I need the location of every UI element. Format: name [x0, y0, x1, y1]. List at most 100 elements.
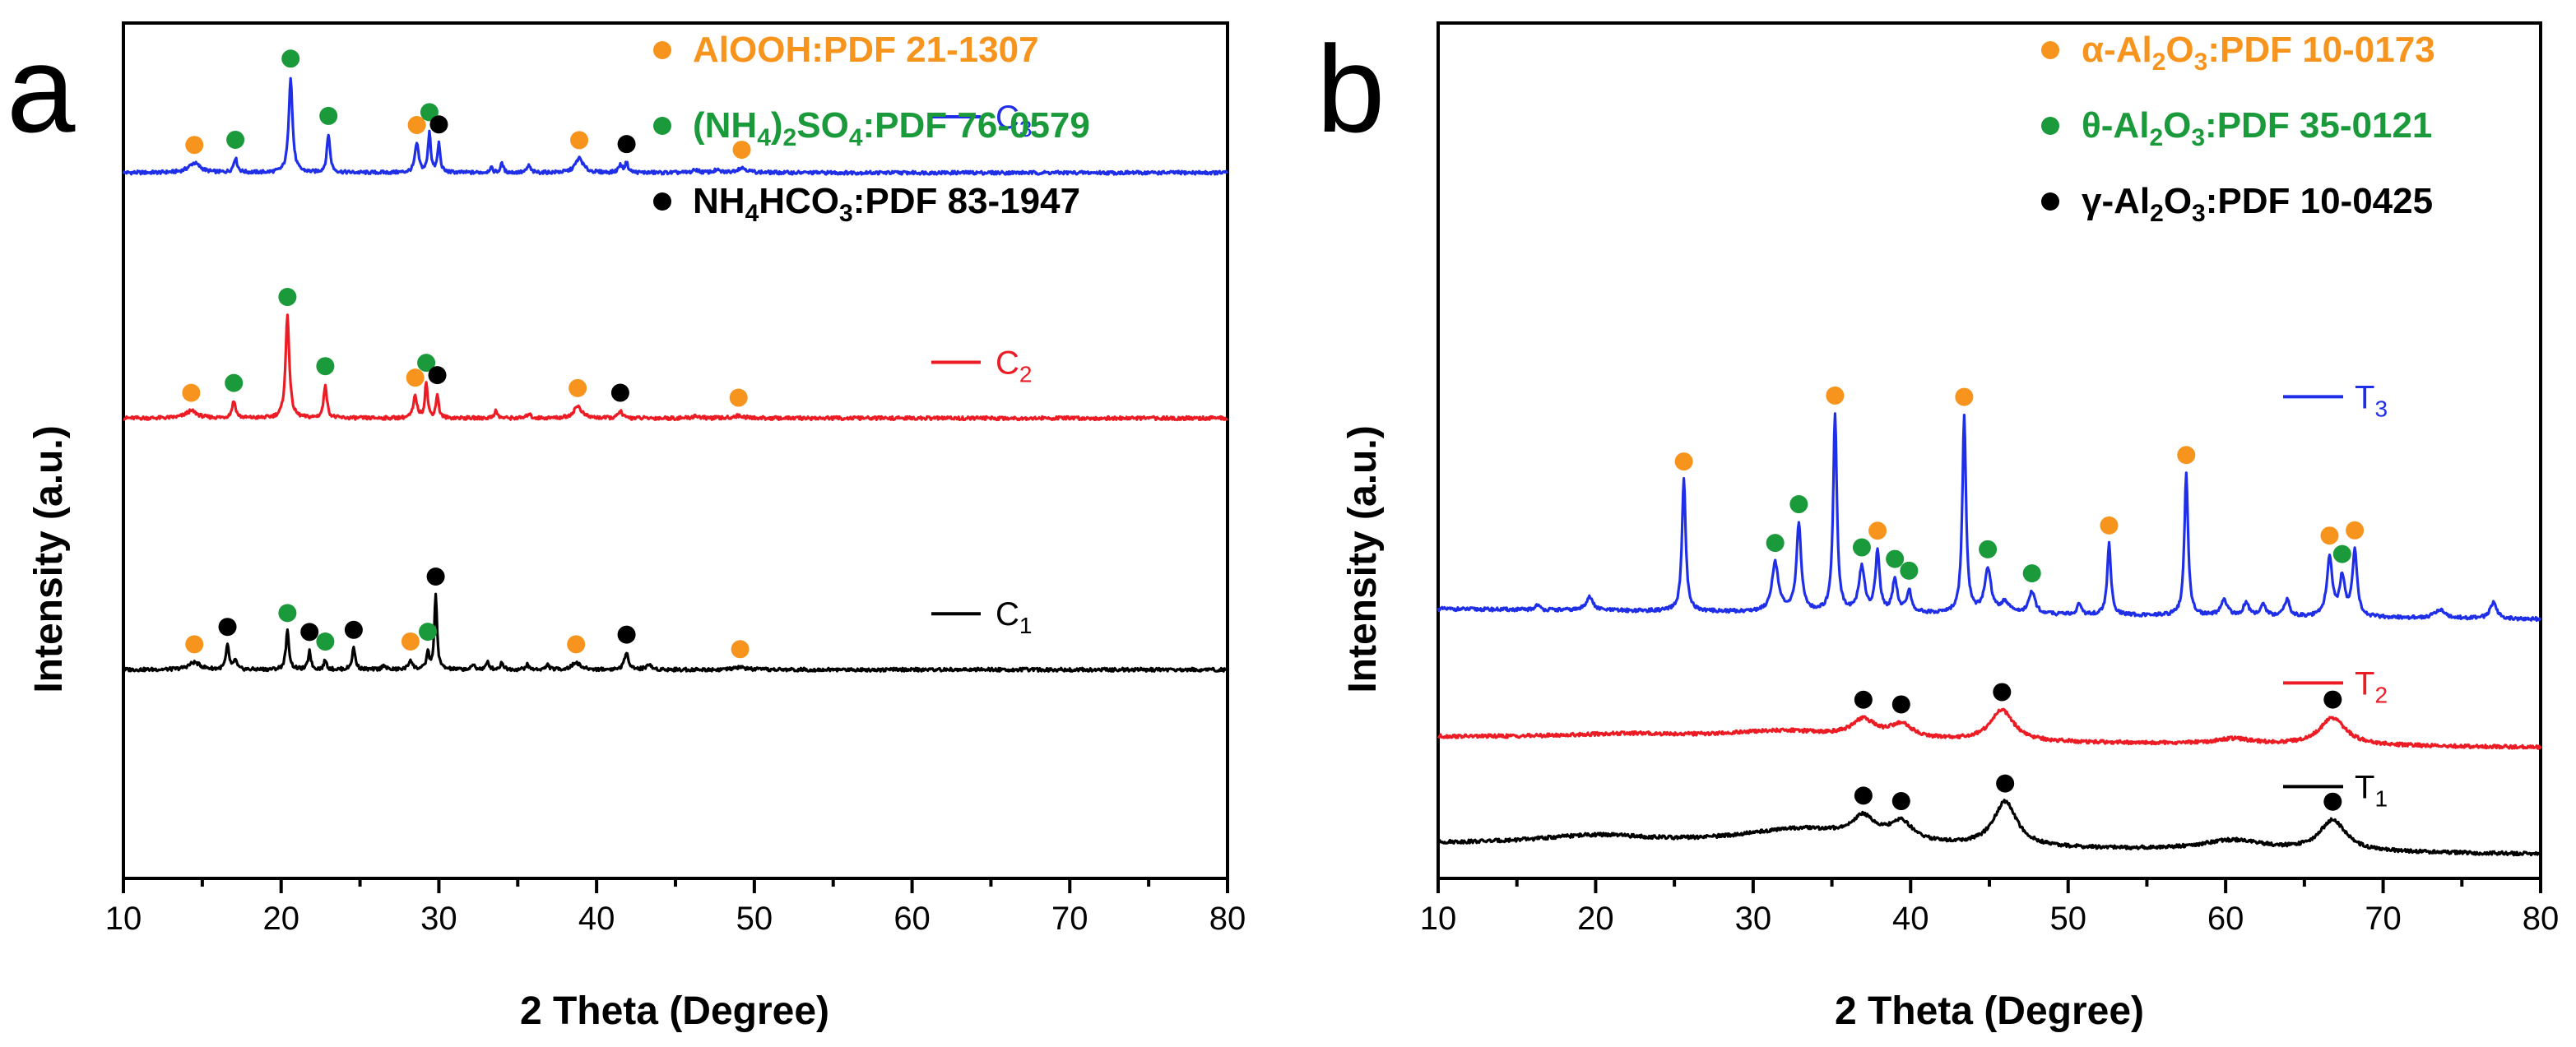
series-C1-peak-marker: [316, 632, 335, 651]
panel-a-legend-dot: [653, 117, 671, 135]
panel-a-frame: [122, 21, 1229, 880]
series-T1-peak-marker: [2323, 792, 2342, 811]
series-T2-peak-marker: [1854, 690, 1873, 709]
panel-a-legend-label: AlOOH:PDF 21-1307: [693, 30, 1039, 70]
series-T3-peak-marker: [1955, 387, 1974, 406]
panel-a-plot-area: 10 20 30 40 50 60 70 80 C3 C2 C1 AlOOH:PDF 21-1307 (…: [105, 21, 1246, 937]
panel-b-legend-label: θ-Al2O3:PDF 35-0121: [2082, 105, 2432, 151]
series-T1-peak-marker: [1854, 786, 1873, 805]
panel-a-x-tick-label: 10: [105, 901, 142, 937]
series-C2-peak-marker: [610, 383, 629, 402]
series-C2-peak-marker: [428, 366, 447, 385]
panel-a-x-tick-label: 70: [1051, 901, 1088, 937]
series-C3-label: C3: [996, 100, 1032, 141]
panel-b-x-tick-label: 50: [2049, 901, 2086, 937]
panel-b-x-tick-label: 70: [2365, 901, 2402, 937]
series-C1-peak-marker: [617, 625, 636, 644]
series-C3-peak-marker: [732, 141, 751, 160]
series-T1-peak-marker: [1891, 792, 1910, 811]
series-T2-peak-marker: [2323, 690, 2342, 709]
panel-b-plot-area: 10 20 30 40 50 60 70 80 T3 T2 T1 α-Al2O3:PDF 10-017…: [1420, 21, 2560, 937]
series-C2-peak-marker: [569, 378, 587, 397]
panel-b-legend-dot: [2041, 41, 2059, 59]
series-C3-peak-marker: [617, 135, 636, 154]
series-C1-peak-marker: [426, 567, 445, 586]
panel-a-x-tick-label: 60: [893, 901, 931, 937]
series-T3-peak-marker: [1886, 549, 1905, 568]
series-T2-label: T2: [2355, 665, 2388, 707]
panel-b-x-tick-label: 10: [1420, 901, 1457, 937]
series-T3-peak-marker: [1826, 386, 1845, 405]
series-C1-peak-marker: [185, 635, 204, 654]
series-C3-peak-marker: [226, 130, 245, 149]
panel-a-legend-label: (NH4)2SO4:PDF 76-0579: [693, 105, 1090, 151]
panel-b-y-axis-title: Intensity (a.u.): [1341, 425, 1385, 693]
series-C3-peak-marker: [185, 136, 204, 155]
series-C3-peak-marker: [319, 106, 338, 125]
panel-b-letter: b: [1316, 20, 1385, 158]
series-T3-peak-marker: [1868, 521, 1887, 540]
series-T3-peak-marker: [1852, 538, 1871, 557]
series-C1-peak-marker: [731, 640, 750, 659]
panel-a-x-tick-label: 30: [420, 901, 457, 937]
panel-a-x-tick-label: 40: [578, 901, 615, 937]
panel-a-x-tick-label: 80: [1209, 901, 1246, 937]
series-C3-line: [122, 76, 1229, 176]
panel-a-x-tick-label: 20: [262, 901, 299, 937]
series-T3-line: [1437, 412, 2542, 623]
series-C2-peak-marker: [182, 383, 201, 402]
panel-a: a Intensity (a.u.) 2 Theta (Degree) 10 20…: [7, 20, 1246, 1033]
series-T3-peak-marker: [1766, 534, 1785, 553]
panel-a-letter: a: [7, 20, 76, 158]
panel-b-x-tick-label: 60: [2207, 901, 2244, 937]
series-T1-label: T1: [2355, 769, 2388, 811]
series-T3-peak-marker: [2022, 564, 2041, 583]
series-T3-peak-marker: [2320, 526, 2339, 545]
series-T2-line: [1437, 707, 2542, 750]
series-C1-line: [123, 592, 1229, 673]
series-T3-label: T3: [2355, 379, 2388, 421]
panel-a-legend-dot: [653, 41, 671, 59]
series-C1-peak-marker: [344, 620, 363, 639]
panel-a-legend-label: NH4HCO3:PDF 83-1947: [693, 181, 1080, 227]
series-C3-peak-marker: [420, 103, 439, 122]
panel-b-x-tick-label: 40: [1892, 901, 1929, 937]
series-T1-peak-marker: [1996, 774, 2015, 793]
series-C1-peak-marker: [218, 618, 237, 637]
series-C3-peak-marker: [407, 116, 426, 135]
series-T3-peak-marker: [1900, 561, 1919, 580]
panel-b-x-tick-label: 30: [1735, 901, 1772, 937]
series-T3-peak-marker: [2177, 446, 2196, 465]
series-T3-peak-marker: [1674, 452, 1693, 471]
series-T1-line: [1437, 799, 2541, 857]
series-T3-peak-marker: [2332, 544, 2351, 563]
series-C1-peak-marker: [278, 604, 297, 623]
series-T3-peak-marker: [1789, 495, 1808, 514]
series-C2-peak-marker: [316, 357, 335, 376]
panel-a-x-tick-label: 50: [736, 901, 773, 937]
series-C3-peak-marker: [429, 115, 448, 134]
series-C1-peak-marker: [419, 623, 438, 642]
series-T2-peak-marker: [1891, 695, 1910, 714]
series-C1-peak-marker: [401, 632, 420, 651]
series-C3-peak-marker: [570, 131, 589, 150]
panel-b: b Intensity (a.u.) 2 Theta (Degree) 10 20…: [1316, 20, 2559, 1033]
panel-b-x-tick-label: 20: [1577, 901, 1614, 937]
series-C1-peak-marker: [300, 623, 319, 642]
panel-b-legend-label: α-Al2O3:PDF 10-0173: [2082, 30, 2435, 76]
panel-b-legend-label: γ-Al2O3:PDF 10-0425: [2082, 181, 2433, 227]
panel-b-x-tick-label: 80: [2523, 901, 2560, 937]
series-T3-peak-marker: [1979, 540, 1998, 558]
panel-b-legend-dot: [2041, 192, 2059, 211]
panel-b-x-axis-title: 2 Theta (Degree): [1835, 989, 2144, 1033]
series-T3-peak-marker: [2346, 521, 2365, 540]
series-C2-peak-marker: [406, 368, 425, 387]
series-C3-peak-marker: [281, 49, 300, 68]
panel-a-legend-dot: [653, 192, 671, 211]
panel-a-x-axis-title: 2 Theta (Degree): [520, 989, 829, 1033]
series-C2-peak-marker: [278, 288, 297, 307]
series-C1-label: C1: [996, 596, 1032, 638]
series-C2-label: C2: [996, 345, 1032, 387]
series-C2-line: [123, 313, 1228, 422]
